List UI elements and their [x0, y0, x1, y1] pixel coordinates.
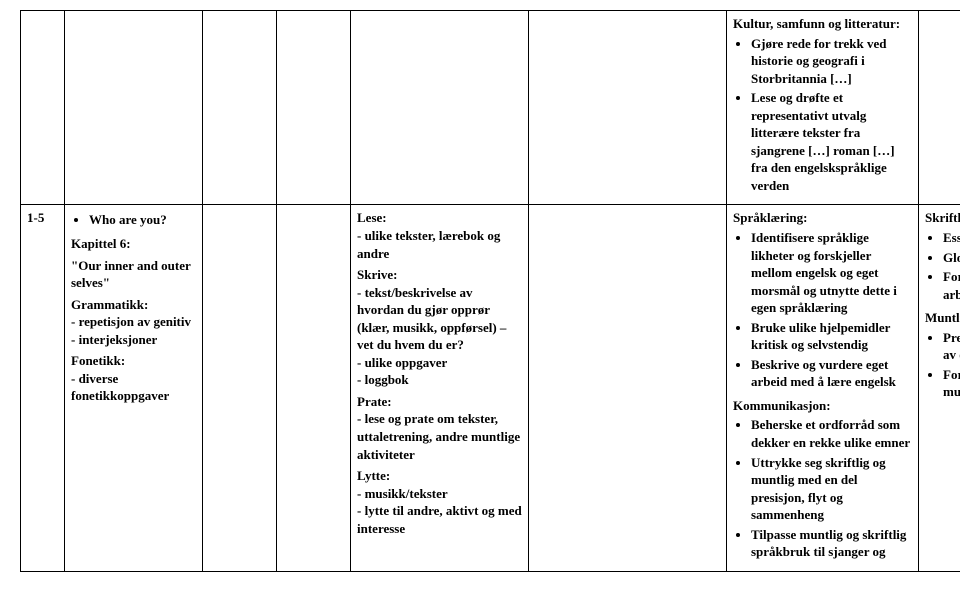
write-item: - ulike oppgaver — [357, 354, 522, 372]
heading: Kultur, samfunn og litteratur: — [733, 15, 912, 33]
cell-r2-c7: Språklæring: Identifisere språklige likh… — [727, 205, 919, 571]
cell-r1-c5 — [351, 11, 529, 205]
week-range: 1-5 — [27, 210, 44, 225]
written-heading: Skriftlig — [925, 209, 960, 227]
bullet-list: Presentasjon (høytlesing) av essay/kåser… — [925, 329, 960, 401]
write-heading: Skrive: — [357, 266, 522, 284]
cell-r2-c8: Skriftlig Essay/kåseri om opprør Glosepr… — [919, 205, 960, 571]
cell-r2-c3 — [203, 205, 277, 571]
chapter-title: "Our inner and outer selves" — [71, 257, 196, 292]
grammar-item: - repetisjon av genitiv — [71, 313, 196, 331]
listen-item: - lytte til andre, aktivt og med interes… — [357, 502, 522, 537]
read-item: - ulike tekster, lærebok og andre — [357, 227, 522, 262]
cell-r1-c4 — [277, 11, 351, 205]
phonetics-item: - diverse fonetikkoppgaver — [71, 370, 196, 405]
grammar-heading: Grammatikk: — [71, 296, 196, 314]
list-item: Tilpasse muntlig og skriftlig språkbruk … — [751, 526, 912, 561]
cell-r2-c1: 1-5 — [21, 205, 65, 571]
list-item: Fortløpende vurdering av muntlig aktivit… — [943, 366, 960, 401]
cell-r2-c4 — [277, 205, 351, 571]
read-heading: Lese: — [357, 209, 522, 227]
cell-r1-c7: Kultur, samfunn og litteratur: Gjøre red… — [727, 11, 919, 205]
list-item: Presentasjon (høytlesing) av essay/kåser… — [943, 329, 960, 364]
bullet-list: Identifisere språklige likheter og forsk… — [733, 229, 912, 391]
list-item: Who are you? — [89, 211, 196, 229]
oral-heading: Muntlig — [925, 309, 960, 327]
cell-r2-c5: Lese: - ulike tekster, lærebok og andre … — [351, 205, 529, 571]
table-row: Kultur, samfunn og litteratur: Gjøre red… — [21, 11, 960, 205]
listen-heading: Lytte: — [357, 467, 522, 485]
write-item: - loggbok — [357, 371, 522, 389]
curriculum-table: Kultur, samfunn og litteratur: Gjøre red… — [20, 10, 960, 572]
language-learning-heading: Språklæring: — [733, 209, 912, 227]
bullet-list: Beherske et ordforråd som dekker en rekk… — [733, 416, 912, 560]
grammar-item: - interjeksjoner — [71, 331, 196, 349]
bullet-list: Who are you? — [71, 211, 196, 229]
cell-r2-c6 — [529, 205, 727, 571]
list-item: Uttrykke seg skriftlig og muntlig med en… — [751, 454, 912, 524]
cell-r1-c2 — [65, 11, 203, 205]
list-item: Lese og drøfte et representativt utvalg … — [751, 89, 912, 194]
write-item: - tekst/beskrivelse av hvordan du gjør o… — [357, 284, 522, 354]
cell-r1-c8 — [919, 11, 960, 205]
cell-r1-c1 — [21, 11, 65, 205]
list-item: Gjøre rede for trekk ved historie og geo… — [751, 35, 912, 88]
list-item: Bruke ulike hjelpemidler kritisk og selv… — [751, 319, 912, 354]
list-item: Beherske et ordforråd som dekker en rekk… — [751, 416, 912, 451]
list-item: Gloseprøve — [943, 249, 960, 267]
bullet-list: Gjøre rede for trekk ved historie og geo… — [733, 35, 912, 195]
listen-item: - musikk/tekster — [357, 485, 522, 503]
list-item: Identifisere språklige likheter og forsk… — [751, 229, 912, 317]
list-item: Fortløpende vurdering av arbeidsbøker — [943, 268, 960, 303]
communication-heading: Kommunikasjon: — [733, 397, 912, 415]
chapter-label: Kapittel 6: — [71, 235, 196, 253]
talk-heading: Prate: — [357, 393, 522, 411]
phonetics-heading: Fonetikk: — [71, 352, 196, 370]
table-row: 1-5 Who are you? Kapittel 6: "Our inner … — [21, 205, 960, 571]
cell-r2-c2: Who are you? Kapittel 6: "Our inner and … — [65, 205, 203, 571]
cell-r1-c6 — [529, 11, 727, 205]
list-item: Essay/kåseri om opprør — [943, 229, 960, 247]
talk-item: - lese og prate om tekster, uttaletrenin… — [357, 410, 522, 463]
list-item: Beskrive og vurdere eget arbeid med å læ… — [751, 356, 912, 391]
bullet-list: Essay/kåseri om opprør Gloseprøve Fortlø… — [925, 229, 960, 303]
cell-r1-c3 — [203, 11, 277, 205]
